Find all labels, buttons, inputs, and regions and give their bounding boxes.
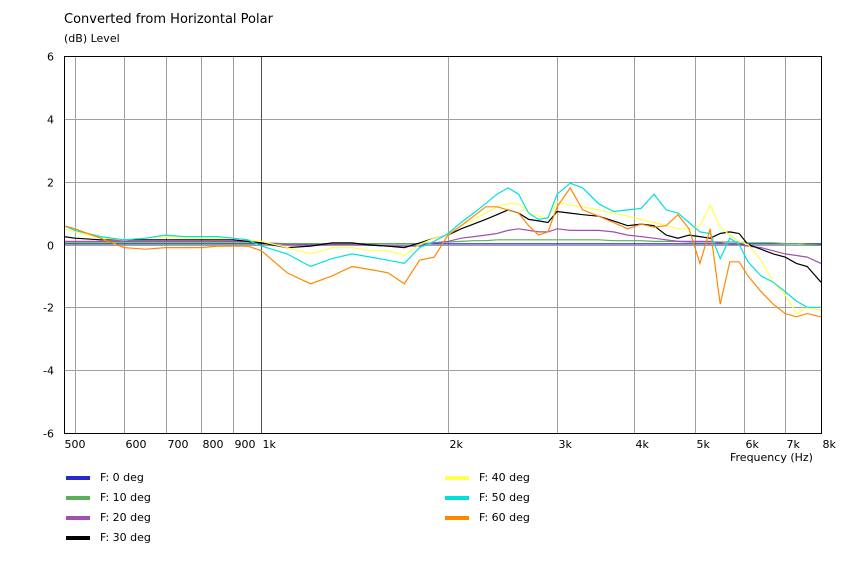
x-tick-label: 6k: [746, 438, 760, 451]
series-line-f-60-deg: [63, 186, 822, 318]
y-tick-label: 2: [47, 177, 54, 190]
legend-swatch: [66, 496, 90, 500]
x-tick-label: 800: [203, 438, 224, 451]
plot-frame: [64, 56, 822, 434]
x-tick-label: 7k: [787, 438, 801, 451]
x-tick-label: 900: [235, 438, 256, 451]
x-tick-label: 4k: [636, 438, 650, 451]
chart-title: Converted from Horizontal Polar: [64, 12, 273, 27]
x-tick-label: 500: [65, 438, 86, 451]
legend-label: F: 10 deg: [100, 491, 151, 504]
legend-label: F: 40 deg: [479, 471, 530, 484]
legend-label: F: 50 deg: [479, 491, 530, 504]
y-tick-label: -6: [43, 428, 54, 441]
legend-swatch: [66, 516, 90, 520]
x-tick-label: 3k: [559, 438, 573, 451]
chart: -6 -4 -2 0 2 4 6 500 600 700 800 900 1k 2k 3k 4k 5k 6k 7k…: [43, 51, 837, 452]
x-tick-labels: 500 600 700 800 900 1k 2k 3k 4k 5k 6k 7k 8k: [65, 438, 837, 451]
y-axis-label: (dB) Level: [64, 32, 120, 45]
legend-label: F: 30 deg: [100, 531, 151, 544]
grid: [64, 56, 822, 434]
legend-swatch: [445, 476, 469, 480]
x-tick-label: 700: [168, 438, 189, 451]
legend-swatch: [445, 496, 469, 500]
x-tick-label: 1k: [263, 438, 277, 451]
series-line-f-40-deg: [63, 201, 822, 315]
legend-swatch: [66, 476, 90, 480]
legend-swatch: [66, 536, 90, 540]
y-tick-label: -4: [43, 365, 54, 378]
legend-label: F: 20 deg: [100, 511, 151, 524]
y-tick-label: 4: [47, 114, 54, 127]
series-line-f-10-deg: [64, 239, 822, 246]
series-line-f-20-deg: [64, 228, 822, 264]
series-line-f-30-deg: [63, 209, 822, 283]
series-line-f-50-deg: [63, 182, 821, 308]
x-tick-label: 5k: [697, 438, 711, 451]
y-tick-label: 0: [47, 240, 54, 253]
y-tick-labels: -6 -4 -2 0 2 4 6: [43, 51, 54, 441]
y-tick-label: -2: [43, 302, 54, 315]
x-tick-label: 2k: [450, 438, 464, 451]
x-tick-label: 8k: [823, 438, 837, 451]
x-tick-label: 600: [126, 438, 147, 451]
y-tick-label: 6: [47, 51, 54, 64]
series-lines: [63, 182, 822, 318]
x-axis-label: Frequency (Hz): [730, 451, 813, 464]
legend-label: F: 60 deg: [479, 511, 530, 524]
legend-swatch: [445, 516, 469, 520]
legend-label: F: 0 deg: [100, 471, 144, 484]
